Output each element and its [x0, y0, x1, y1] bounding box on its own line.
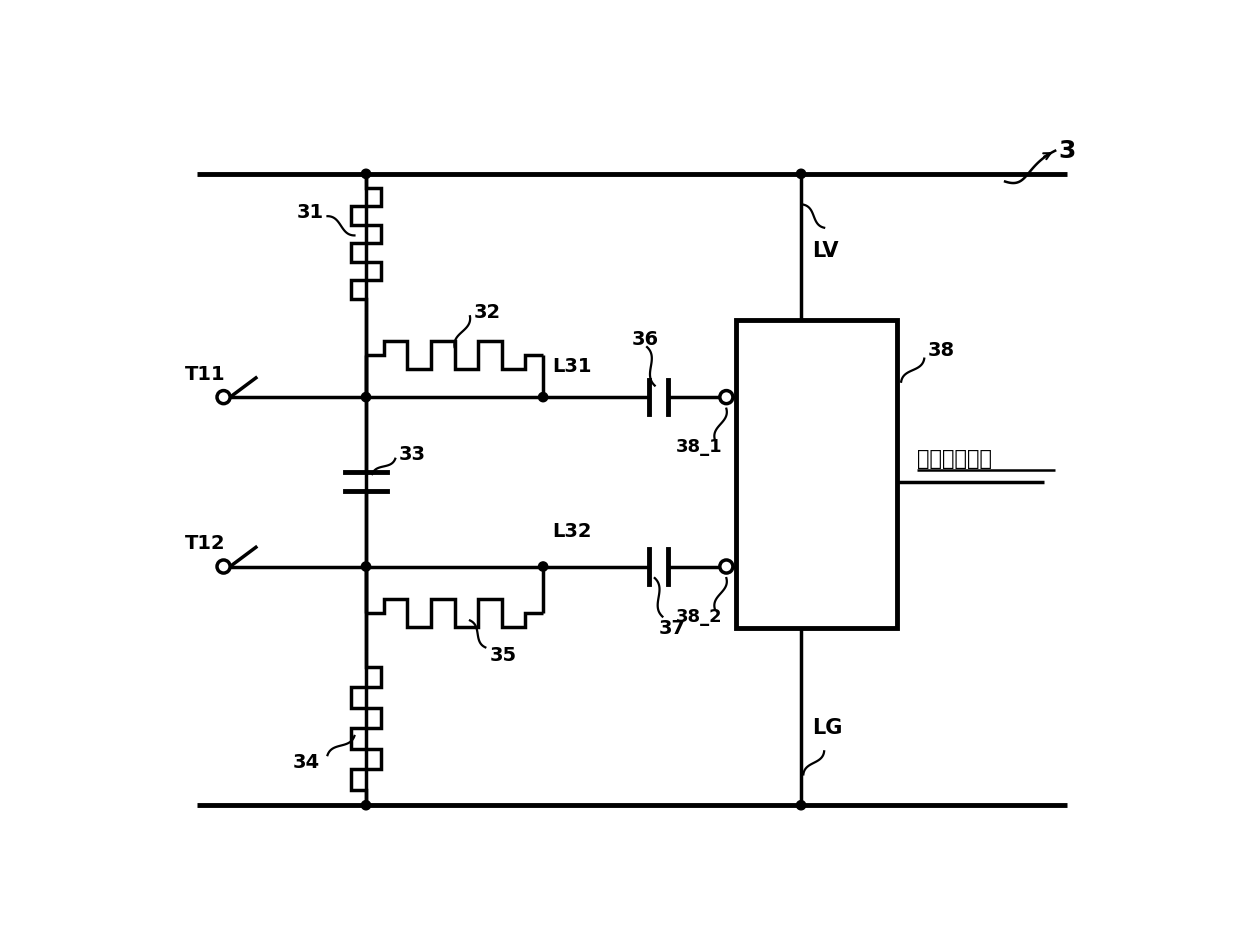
Text: 38_1: 38_1 [676, 438, 723, 456]
Text: 36: 36 [631, 330, 658, 349]
Bar [735, 320, 898, 629]
Circle shape [361, 801, 371, 810]
Circle shape [796, 801, 806, 810]
Text: 33: 33 [399, 446, 427, 465]
Circle shape [217, 391, 231, 404]
Text: 32: 32 [474, 303, 501, 322]
Text: 38: 38 [928, 341, 955, 360]
Text: T11: T11 [185, 365, 226, 384]
Circle shape [796, 169, 806, 178]
Text: 37: 37 [658, 619, 686, 638]
Text: L31: L31 [552, 356, 591, 375]
Circle shape [217, 560, 231, 573]
Circle shape [361, 392, 371, 402]
Circle shape [361, 169, 371, 178]
Text: T12: T12 [185, 534, 226, 553]
Text: LV: LV [812, 241, 839, 261]
Text: 34: 34 [293, 754, 320, 773]
Circle shape [719, 391, 733, 404]
Circle shape [538, 562, 548, 571]
Text: 35: 35 [490, 646, 516, 665]
Circle shape [719, 560, 733, 573]
Text: 3: 3 [1058, 138, 1075, 163]
Text: 38_2: 38_2 [676, 608, 723, 626]
Circle shape [538, 392, 548, 402]
Circle shape [361, 562, 371, 571]
Text: 31: 31 [296, 203, 324, 222]
Text: LG: LG [812, 719, 843, 738]
Text: 差动放大信号: 差动放大信号 [916, 448, 992, 468]
Text: L32: L32 [552, 522, 591, 541]
